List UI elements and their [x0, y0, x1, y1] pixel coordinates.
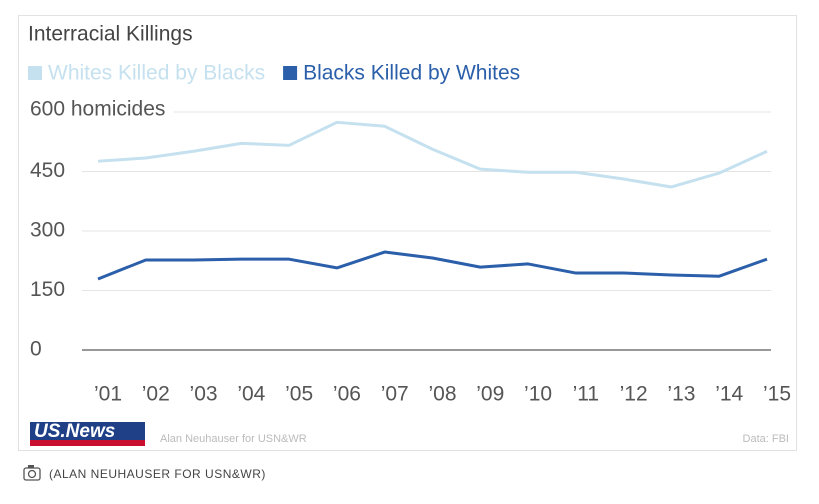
x-tick-label: ’14 — [715, 383, 743, 406]
x-tick-label: ’08 — [428, 383, 456, 406]
x-tick-label: ’07 — [381, 383, 409, 406]
credit: Alan Neuhauser for USN&WR — [160, 433, 307, 445]
x-tick-label: ’12 — [620, 383, 648, 406]
x-tick-label: ’09 — [476, 383, 504, 406]
x-tick-label: ’03 — [190, 383, 218, 406]
source: Data: FBI — [743, 433, 789, 445]
logo: US.News — [34, 421, 115, 442]
x-tick-label: ’10 — [524, 383, 552, 406]
y-tick-label: 0 — [30, 338, 42, 361]
legend-swatch — [283, 66, 298, 80]
x-tick-label: ’01 — [94, 383, 122, 406]
logo-stripe — [30, 440, 145, 446]
x-tick-label: ’05 — [285, 383, 313, 406]
x-tick-label: ’15 — [763, 383, 791, 406]
y-tick-label: 450 — [30, 159, 65, 182]
x-tick-label: ’13 — [667, 383, 695, 406]
camera-icon — [23, 465, 41, 481]
y-tick-label: 300 — [30, 219, 65, 242]
x-tick-label: ’06 — [333, 383, 361, 406]
x-tick-label: ’02 — [142, 383, 170, 406]
card — [18, 15, 797, 451]
y-tick-label: 150 — [30, 278, 65, 301]
x-tick-label: ’11 — [573, 383, 599, 406]
series-line — [97, 250, 768, 281]
chart-title: Interracial Killings — [28, 23, 193, 46]
legend-label: Whites Killed by Blacks — [48, 62, 265, 85]
y-tick-label: 600 homicides — [30, 98, 165, 121]
legend-label: Blacks Killed by Whites — [303, 62, 520, 85]
legend-swatch — [28, 66, 42, 80]
series-line — [97, 120, 768, 189]
caption: (ALAN NEUHAUSER FOR USN&WR) — [49, 467, 266, 481]
x-tick-label: ’04 — [237, 383, 265, 406]
